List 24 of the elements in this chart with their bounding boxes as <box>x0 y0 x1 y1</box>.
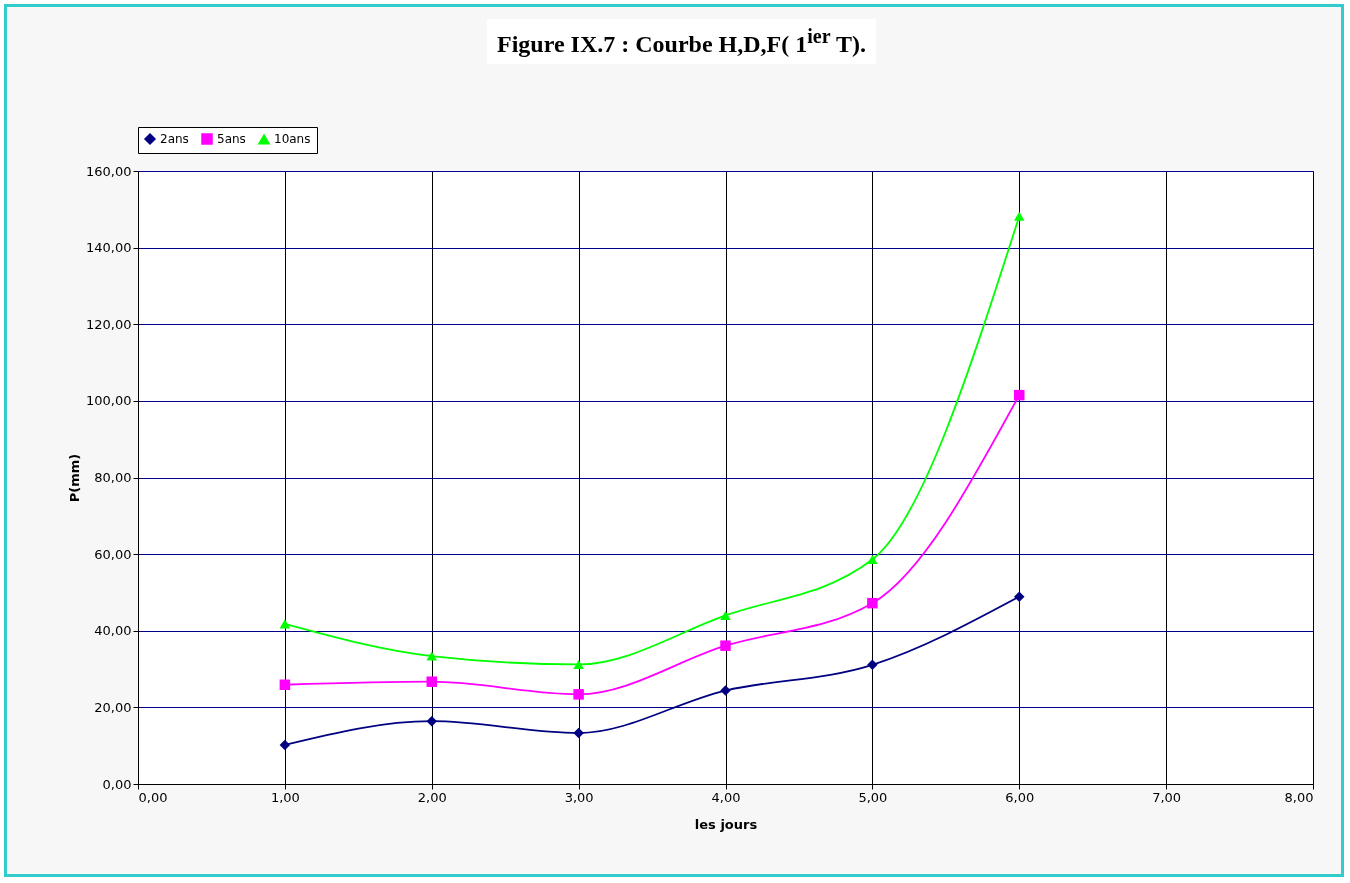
y-tick-label: 120,00 <box>86 316 132 332</box>
x-tick-label: 8,00 <box>1284 789 1314 805</box>
x-tick-label: 4,00 <box>711 789 741 805</box>
y-tick-label: 80,00 <box>94 470 132 485</box>
legend-label: 5ans <box>217 132 246 146</box>
y-tick-label: 160,00 <box>86 163 132 179</box>
x-tick-label: 6,00 <box>1005 789 1035 805</box>
y-tick-label: 0,00 <box>102 776 132 792</box>
x-tick-label: 1,00 <box>270 789 300 805</box>
x-tick-label: 5,00 <box>858 789 888 805</box>
y-tick-label: 100,00 <box>86 393 132 409</box>
y-tick-label: 20,00 <box>94 699 132 715</box>
x-tick-label: 7,00 <box>1152 789 1182 805</box>
x-tick-label: 0,00 <box>138 789 168 805</box>
x-axis-title: les jours <box>694 816 758 832</box>
chart-title: Figure IX.7 : Courbe H,D,F( 1$^{ier}$ T). <box>487 19 877 64</box>
x-tick-label: 2,00 <box>417 789 447 805</box>
x-tick-label: 3,00 <box>564 789 594 805</box>
y-tick-label: 140,00 <box>86 240 132 256</box>
y-tick-label: 40,00 <box>94 623 132 639</box>
legend-label: 10ans <box>274 132 311 147</box>
legend-label: 2ans <box>160 132 189 146</box>
y-tick-label: 60,00 <box>94 546 132 562</box>
y-axis-title: P(mm) <box>67 453 83 503</box>
